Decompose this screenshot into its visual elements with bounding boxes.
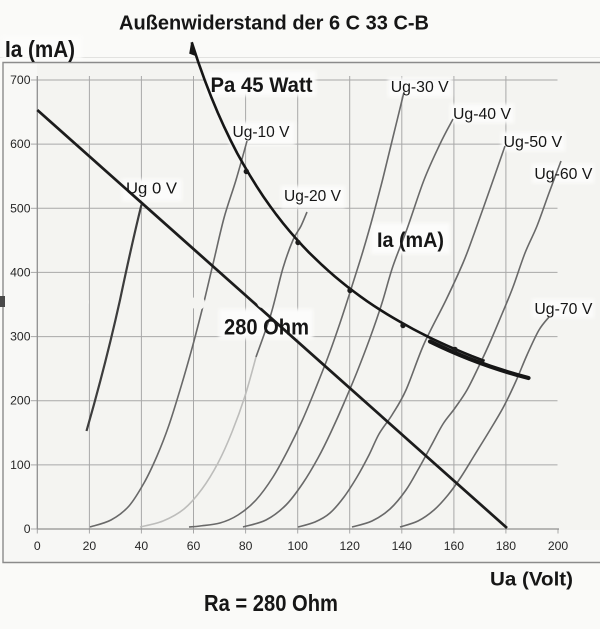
svg-text:400: 400 [10, 265, 31, 279]
svg-text:Ug-60 V: Ug-60 V [534, 166, 592, 183]
svg-text:Ug-20 V: Ug-20 V [284, 188, 341, 205]
svg-text:Ug-70 V: Ug-70 V [534, 301, 592, 318]
svg-text:Ug-50 V: Ug-50 V [504, 134, 563, 151]
svg-text:280 Ohm: 280 Ohm [224, 315, 309, 340]
svg-text:Pa 45 Watt: Pa 45 Watt [211, 73, 313, 97]
svg-text:Ia (mA): Ia (mA) [377, 229, 444, 252]
svg-text:100: 100 [10, 458, 31, 472]
svg-text:200: 200 [10, 394, 31, 408]
svg-text:Außenwiderstand der 6 C 33 C-B: Außenwiderstand der 6 C 33 C-B [119, 12, 429, 35]
svg-text:Ug-30 V: Ug-30 V [391, 79, 449, 96]
svg-text:200: 200 [548, 539, 569, 553]
svg-text:0: 0 [34, 539, 41, 553]
svg-text:Ua (Volt): Ua (Volt) [490, 570, 573, 591]
svg-text:100: 100 [288, 539, 309, 553]
svg-text:0: 0 [24, 522, 31, 536]
svg-text:80: 80 [239, 539, 253, 553]
svg-text:700: 700 [10, 73, 31, 87]
svg-text:Ug 0 V: Ug 0 V [126, 181, 177, 198]
svg-text:140: 140 [392, 539, 413, 553]
svg-text:Ug-40 V: Ug-40 V [453, 106, 511, 123]
svg-text:20: 20 [83, 539, 97, 553]
svg-text:Ra = 280 Ohm: Ra = 280 Ohm [204, 590, 338, 616]
svg-text:180: 180 [496, 539, 517, 553]
svg-text:600: 600 [10, 137, 31, 151]
svg-text:120: 120 [340, 539, 361, 553]
svg-text:160: 160 [444, 539, 465, 553]
svg-text:40: 40 [135, 539, 149, 553]
svg-text:300: 300 [10, 330, 31, 344]
svg-text:Ug-10 V: Ug-10 V [233, 124, 290, 141]
svg-text:Ia (mA): Ia (mA) [5, 36, 75, 62]
svg-text:500: 500 [10, 201, 31, 215]
svg-text:60: 60 [187, 539, 201, 553]
